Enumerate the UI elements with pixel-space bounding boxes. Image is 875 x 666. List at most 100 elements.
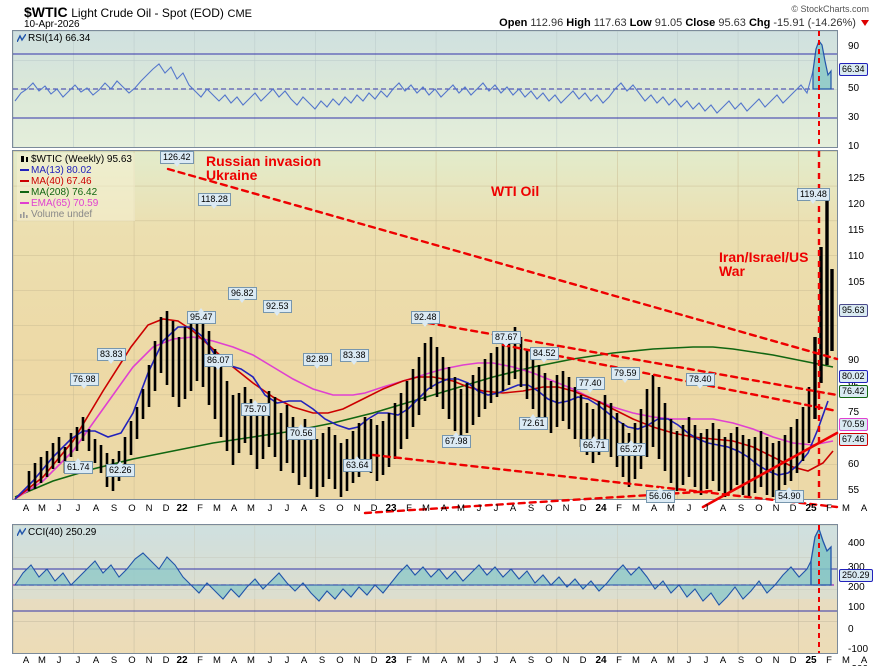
x-label: O: [545, 503, 553, 514]
x-label: M: [213, 503, 221, 514]
x-label: M: [842, 503, 850, 514]
x-label-year: 23: [385, 503, 397, 514]
cci-tick: 300: [848, 562, 865, 573]
x-label: D: [789, 503, 797, 514]
point-label: 83.38: [340, 349, 369, 365]
ma208-swatch-icon: [20, 191, 29, 194]
x-label: J: [686, 655, 692, 666]
change-value: -15.91 (-14.26%): [773, 17, 856, 29]
point-label: 56.06: [646, 487, 675, 503]
x-label: S: [318, 655, 326, 666]
x-label: A: [230, 655, 238, 666]
price-tick: 110: [848, 251, 864, 262]
ema65-value-badge: 70.59: [839, 418, 868, 431]
point-label: 78.40: [686, 373, 715, 389]
cci-tick: 0: [848, 624, 854, 635]
x-label: S: [527, 655, 535, 666]
x-label: M: [457, 503, 465, 514]
x-label: M: [457, 655, 465, 666]
x-label: A: [719, 503, 727, 514]
x-label: J: [493, 655, 499, 666]
x-label: D: [162, 503, 170, 514]
x-label: A: [860, 655, 868, 666]
price-tick: 75: [848, 407, 860, 418]
ema65-label: EMA(65) 70.59: [31, 198, 99, 209]
x-label: J: [56, 503, 62, 514]
low-label: Low: [629, 17, 652, 29]
point-label: 83.83: [97, 348, 126, 364]
price-axis: 125 120 115 110 105 100 90 85 75 65 60 5…: [838, 150, 875, 500]
x-label: J: [75, 503, 81, 514]
close-value: 95.63: [718, 17, 746, 29]
x-label: A: [860, 503, 868, 514]
x-label: A: [440, 503, 448, 514]
cci-tick: -100: [848, 644, 869, 655]
x-label: S: [527, 503, 535, 514]
rsi-tick: 90: [848, 41, 860, 52]
ma13-value-badge: 80.02: [839, 370, 868, 383]
cci-legend-label: CCI(40) 250.29: [28, 527, 97, 538]
x-label: M: [422, 503, 430, 514]
x-label: J: [686, 503, 692, 514]
x-label: S: [110, 503, 118, 514]
rsi-plot: [13, 31, 837, 147]
point-label: 79.59: [611, 367, 640, 383]
ma40-swatch-icon: [20, 180, 29, 183]
x-label: A: [230, 503, 238, 514]
x-label: O: [336, 503, 344, 514]
point-label: 92.48: [411, 311, 440, 327]
x-label: J: [284, 655, 290, 666]
price-tick: 55: [848, 485, 860, 496]
x-label: D: [370, 655, 378, 666]
price-tick: 115: [848, 225, 864, 236]
x-label: D: [579, 655, 587, 666]
open-label: Open: [499, 17, 528, 29]
x-label: D: [162, 655, 170, 666]
x-label: N: [353, 655, 361, 666]
point-label: 67.98: [442, 432, 471, 448]
rsi-tick: 50: [848, 83, 860, 94]
x-label: O: [128, 503, 136, 514]
x-label: A: [22, 655, 30, 666]
x-label: J: [284, 503, 290, 514]
legend-title-row: $WTIC (Weekly) 95.63: [20, 154, 132, 165]
x-label: A: [719, 655, 727, 666]
price-tick: 90: [848, 355, 860, 366]
point-label: 77.40: [576, 377, 605, 393]
price-tick: 120: [848, 199, 865, 210]
x-label: M: [422, 655, 430, 666]
x-label: N: [772, 503, 780, 514]
x-label: O: [755, 655, 763, 666]
x-label: F: [616, 503, 622, 514]
x-label: F: [826, 503, 832, 514]
x-label: F: [197, 503, 203, 514]
indicator-icon: [16, 527, 27, 537]
point-label: 75.70: [241, 400, 270, 416]
stockcharts-watermark: © StockCharts.com: [791, 4, 869, 14]
annotation-iran-israel-us-war: Iran/Israel/US War: [719, 249, 809, 279]
x-label: M: [632, 503, 640, 514]
x-label: F: [826, 655, 832, 666]
x-label: M: [38, 655, 46, 666]
x-label: A: [509, 655, 517, 666]
cci-value-badge: 250.29: [839, 569, 873, 582]
point-label: 118.28: [198, 193, 231, 209]
candlestick-icon: [20, 155, 29, 163]
x-label: O: [128, 655, 136, 666]
x-label: N: [562, 655, 570, 666]
cci-tick: 400: [848, 538, 865, 549]
rsi-tick: 10: [848, 141, 860, 152]
x-label: J: [703, 655, 709, 666]
high-label: High: [566, 17, 591, 29]
rsi-legend: RSI(14) 66.34: [16, 33, 90, 44]
cci-axis: 400 300 200 100 0 -100 -200: [838, 524, 875, 666]
cci-legend: CCI(40) 250.29: [16, 527, 97, 538]
close-value-badge: 95.63: [839, 304, 868, 317]
chart-date: 10-Apr-2026: [24, 19, 80, 30]
x-label: J: [56, 655, 62, 666]
x-label: O: [755, 503, 763, 514]
x-label-year: 25: [805, 503, 817, 514]
x-label: M: [247, 655, 255, 666]
point-label: 65.27: [617, 440, 646, 456]
legend-volume: Volume undef: [20, 209, 132, 220]
